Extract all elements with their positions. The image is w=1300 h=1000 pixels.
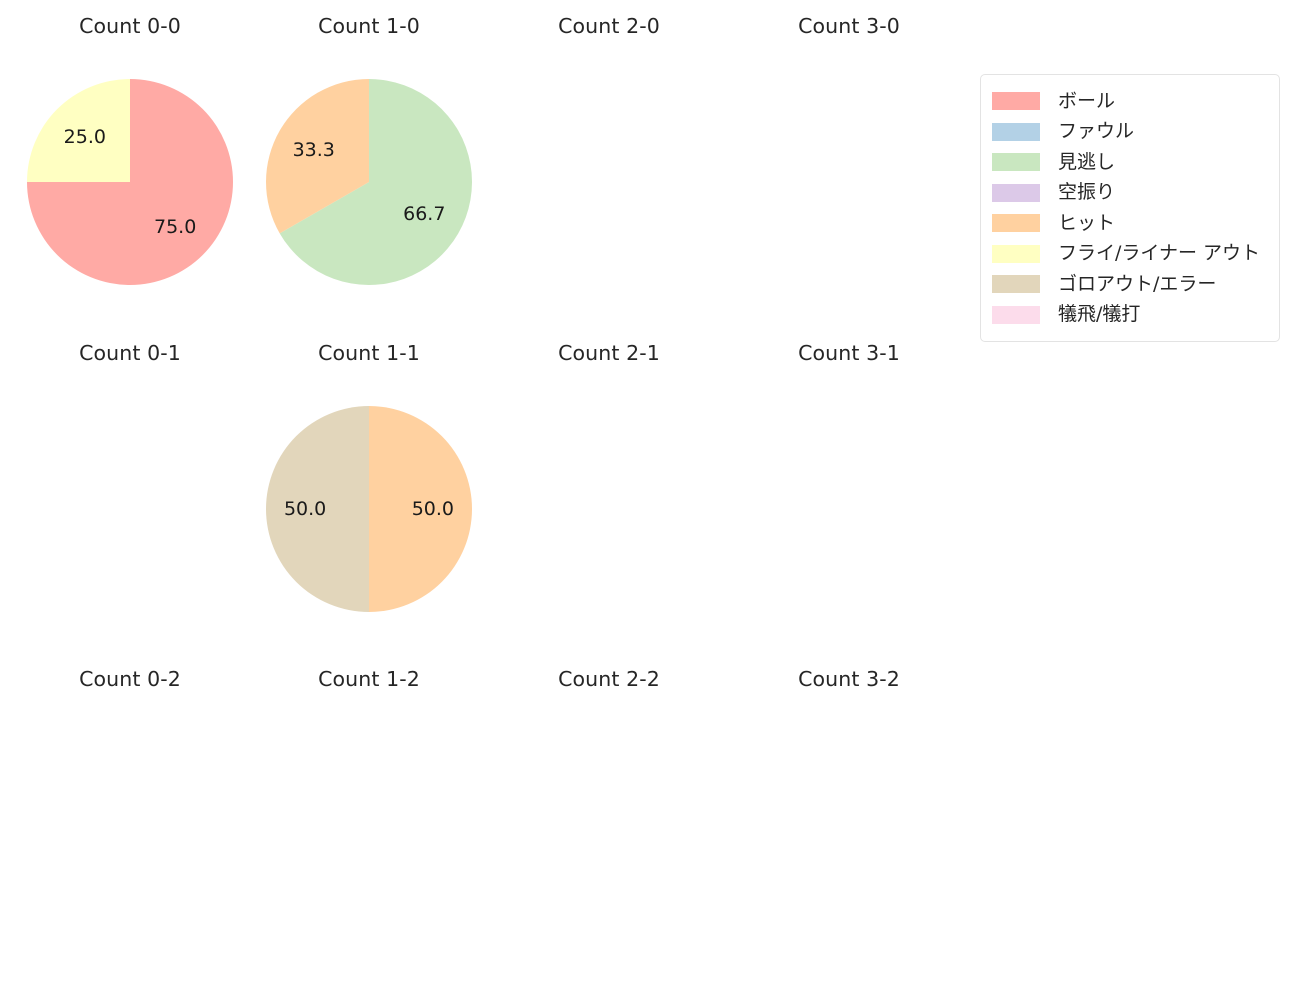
pie-panel: Count 1-0 66.7 33.3 [239,0,499,326]
legend-swatch-ground-out-error [992,275,1040,294]
pie-plot-area: 75.0 25.0 [0,62,260,302]
legend-item[interactable]: ファウル [992,117,1267,148]
legend-swatch-sacrifice [992,305,1040,324]
legend-swatch-swinging-strike [992,183,1040,202]
pie-plot-area [239,715,499,955]
pie-panel-title: Count 2-0 [558,14,660,38]
legend-swatch-ball [992,92,1040,111]
pie-panel: Count 0-2 [0,653,260,979]
pie-panel-title: Count 3-0 [798,14,900,38]
legend-swatch-fly-liner-out [992,244,1040,263]
legend-item-label: ボール [1058,89,1116,112]
pie-panel-title: Count 0-0 [79,14,181,38]
pie-wedge[interactable] [266,406,369,612]
legend-item-label: ファウル [1058,120,1135,143]
legend-item[interactable]: フライ/ライナー アウト [992,239,1267,270]
pie-plot-area: 50.0 50.0 [239,389,499,629]
legend-item[interactable]: 空振り [992,178,1267,209]
pie-plot-area [719,62,979,302]
pie-wedges [266,406,472,612]
pie-panel: Count 3-1 [719,327,979,653]
pie-panel-title: Count 1-2 [318,667,420,691]
legend-item[interactable]: ゴロアウト/エラー [992,269,1267,300]
pie-panel: Count 2-2 [479,653,739,979]
pie-panel: Count 0-0 75.0 25.0 [0,0,260,326]
pie-wedge[interactable] [27,79,130,182]
legend-item-label: 見逃し [1058,150,1116,173]
legend-swatch-foul [992,122,1040,141]
pie-panel-title: Count 0-1 [79,341,181,365]
legend-item[interactable]: ヒット [992,208,1267,239]
pie-panel-title: Count 2-2 [558,667,660,691]
pie-wedges [27,79,233,285]
pie-plot-area [719,715,979,955]
pie-wedge[interactable] [369,406,472,612]
legend-item[interactable]: 見逃し [992,147,1267,178]
pie-panel: Count 1-1 50.0 50.0 [239,327,499,653]
pitch-result-legend: ボールファウル見逃し空振りヒットフライ/ライナー アウト ゴロアウト/エラー 犠飛/… [980,74,1280,342]
pie-panel: Count 2-0 [479,0,739,326]
legend-item-label: フライ/ライナー アウト [1058,242,1261,265]
legend-item[interactable]: 犠飛/犠打 [992,300,1267,331]
legend-item-label: 空振り [1058,181,1116,204]
pie-panel: Count 1-2 [239,653,499,979]
pie-panel-title: Count 2-1 [558,341,660,365]
pie-panel: Count 0-1 [0,327,260,653]
pie-panel-title: Count 1-1 [318,341,420,365]
pie-panel: Count 3-0 [719,0,979,326]
pie-wedge[interactable] [279,79,472,285]
legend-swatch-hit [992,214,1040,233]
legend-item-label: ゴロアウト/エラー [1058,272,1217,295]
legend-item-label: 犠飛/犠打 [1058,303,1141,326]
pie-plot-area [479,62,739,302]
pie-panel: Count 3-2 [719,653,979,979]
pie-wedges [266,79,472,285]
pie-panel-title: Count 3-2 [798,667,900,691]
pie-plot-area [479,389,739,629]
pie-plot-area [719,389,979,629]
legend-item[interactable]: ボール [992,86,1267,117]
pie-plot-area: 66.7 33.3 [239,62,499,302]
pie-panel-title: Count 3-1 [798,341,900,365]
pie-panel-title: Count 1-0 [318,14,420,38]
pie-panel-title: Count 0-2 [79,667,181,691]
pie-plot-area [0,715,260,955]
legend-item-label: ヒット [1058,211,1116,234]
pie-plot-area [479,715,739,955]
legend-swatch-called-strike [992,153,1040,172]
pie-wedge[interactable] [266,79,369,234]
pie-plot-area [0,389,260,629]
pie-panel: Count 2-1 [479,327,739,653]
